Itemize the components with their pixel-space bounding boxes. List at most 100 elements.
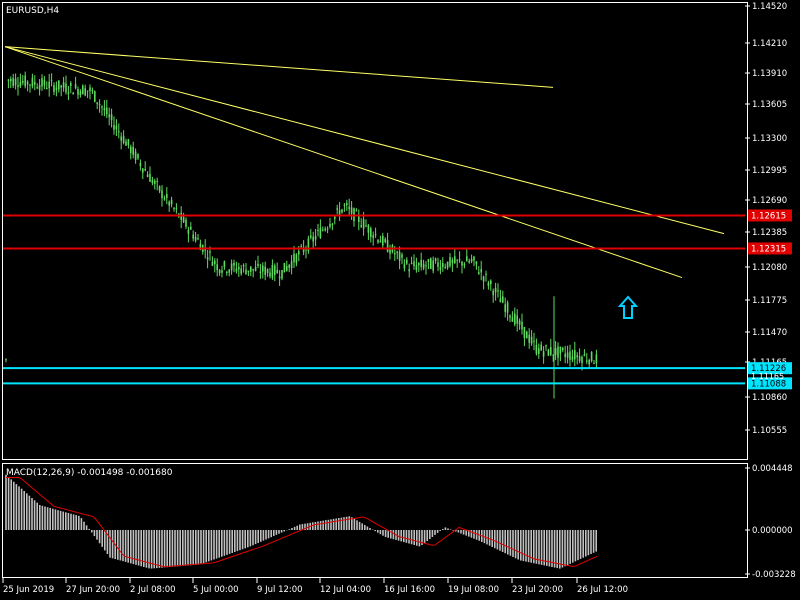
candle-body (358, 215, 360, 223)
candle-body (384, 239, 386, 243)
candle-body (401, 254, 403, 258)
macd-layer (5, 474, 598, 569)
candle-body (86, 90, 89, 92)
candle-body (511, 317, 514, 322)
candle-body (314, 236, 317, 240)
candle-body (302, 247, 305, 253)
candle-body (418, 263, 420, 266)
candle-body (271, 264, 274, 278)
candle-body (542, 351, 545, 357)
candle-body (254, 267, 257, 271)
trendline-1 (4, 46, 554, 88)
candle-body (449, 256, 451, 267)
candle-body (324, 228, 326, 231)
price-tick-label: 1.12080 (752, 263, 787, 273)
candle-body (257, 263, 259, 267)
candle-body (521, 321, 523, 330)
level-price-tag (748, 377, 792, 390)
candle-body (17, 85, 19, 87)
candle-body (319, 228, 322, 238)
price-tick-label: 1.13300 (752, 134, 787, 144)
candle-body (461, 261, 463, 266)
candle-body (259, 271, 262, 273)
level-price-tag-label: 1.12315 (751, 244, 786, 254)
candle-body (298, 251, 300, 255)
candle-body (588, 359, 590, 365)
candle-body (281, 270, 283, 279)
candle-body (218, 270, 221, 274)
trendlines-layer (4, 46, 725, 279)
up-arrow-icon[interactable] (617, 295, 639, 319)
candle-body (50, 79, 53, 81)
candle-body (65, 83, 67, 93)
time-tick-label: 25 Jun 2019 (3, 585, 54, 595)
candle-body (62, 82, 65, 88)
candle-body (362, 219, 365, 229)
candle-body (470, 259, 473, 262)
candle-body (221, 270, 223, 273)
candle-body (197, 238, 199, 240)
candle-body (571, 356, 574, 360)
candle-body (108, 114, 110, 118)
candle-body (562, 348, 564, 351)
candle-body (266, 269, 269, 273)
candle-body (490, 280, 492, 285)
candle-body (595, 354, 598, 364)
candle-body (398, 252, 401, 261)
candle-body (372, 235, 374, 238)
price-tick-label: 1.12995 (752, 166, 787, 176)
candle-body (290, 261, 293, 269)
time-axis: 25 Jun 2019 27 Jun 20:00 2 Jul 08:00 5 Jul … (2, 578, 628, 595)
candle-body (458, 259, 461, 261)
candle-body (370, 228, 372, 238)
candle-body (564, 353, 566, 357)
candle-body (437, 262, 439, 267)
candle-body (89, 87, 91, 92)
candle-body (540, 344, 542, 351)
candle-body (331, 223, 334, 225)
candle-body (578, 356, 581, 362)
candle-body (355, 210, 358, 212)
candle-body (396, 251, 398, 253)
candle-body (142, 168, 144, 173)
candle-body (139, 163, 142, 167)
candle-body (422, 263, 425, 269)
candle-body (149, 173, 151, 182)
candle-body (497, 290, 499, 292)
macd-tick-label: -0.003228 (752, 570, 796, 580)
candle-body (98, 104, 101, 106)
candle-body (533, 340, 535, 342)
price-axis: 1.14520 1.14210 1.13910 1.13605 1.13300 1.129… (745, 2, 787, 436)
candle-body (74, 84, 77, 89)
macd-signal-line (6, 477, 598, 568)
candle-body (317, 229, 319, 232)
candle-body (72, 92, 74, 95)
candle-body (283, 262, 286, 273)
candle-body (538, 348, 540, 355)
candle-body (245, 269, 247, 275)
candle-body (7, 79, 10, 81)
candle-body (226, 272, 228, 274)
time-tick-label: 2 Jul 08:00 (130, 585, 176, 595)
price-tick-label: 1.11470 (752, 328, 787, 338)
candle-body (444, 266, 446, 268)
candle-body (552, 354, 554, 356)
candle-body (425, 265, 427, 267)
candle-body (312, 236, 314, 242)
candle-body (403, 264, 406, 269)
candle-body (415, 265, 418, 271)
candle-body (473, 256, 475, 261)
candle-body (264, 266, 266, 275)
candle-body (295, 254, 298, 264)
price-tick-label: 1.12385 (752, 228, 787, 238)
candle-body (530, 336, 533, 344)
candle-body (487, 282, 490, 286)
candle-body (199, 243, 202, 251)
candle-body (67, 92, 70, 94)
candle-body (492, 290, 494, 296)
candle-body (48, 81, 50, 89)
candle-body (10, 78, 12, 82)
candle-body (590, 352, 593, 362)
